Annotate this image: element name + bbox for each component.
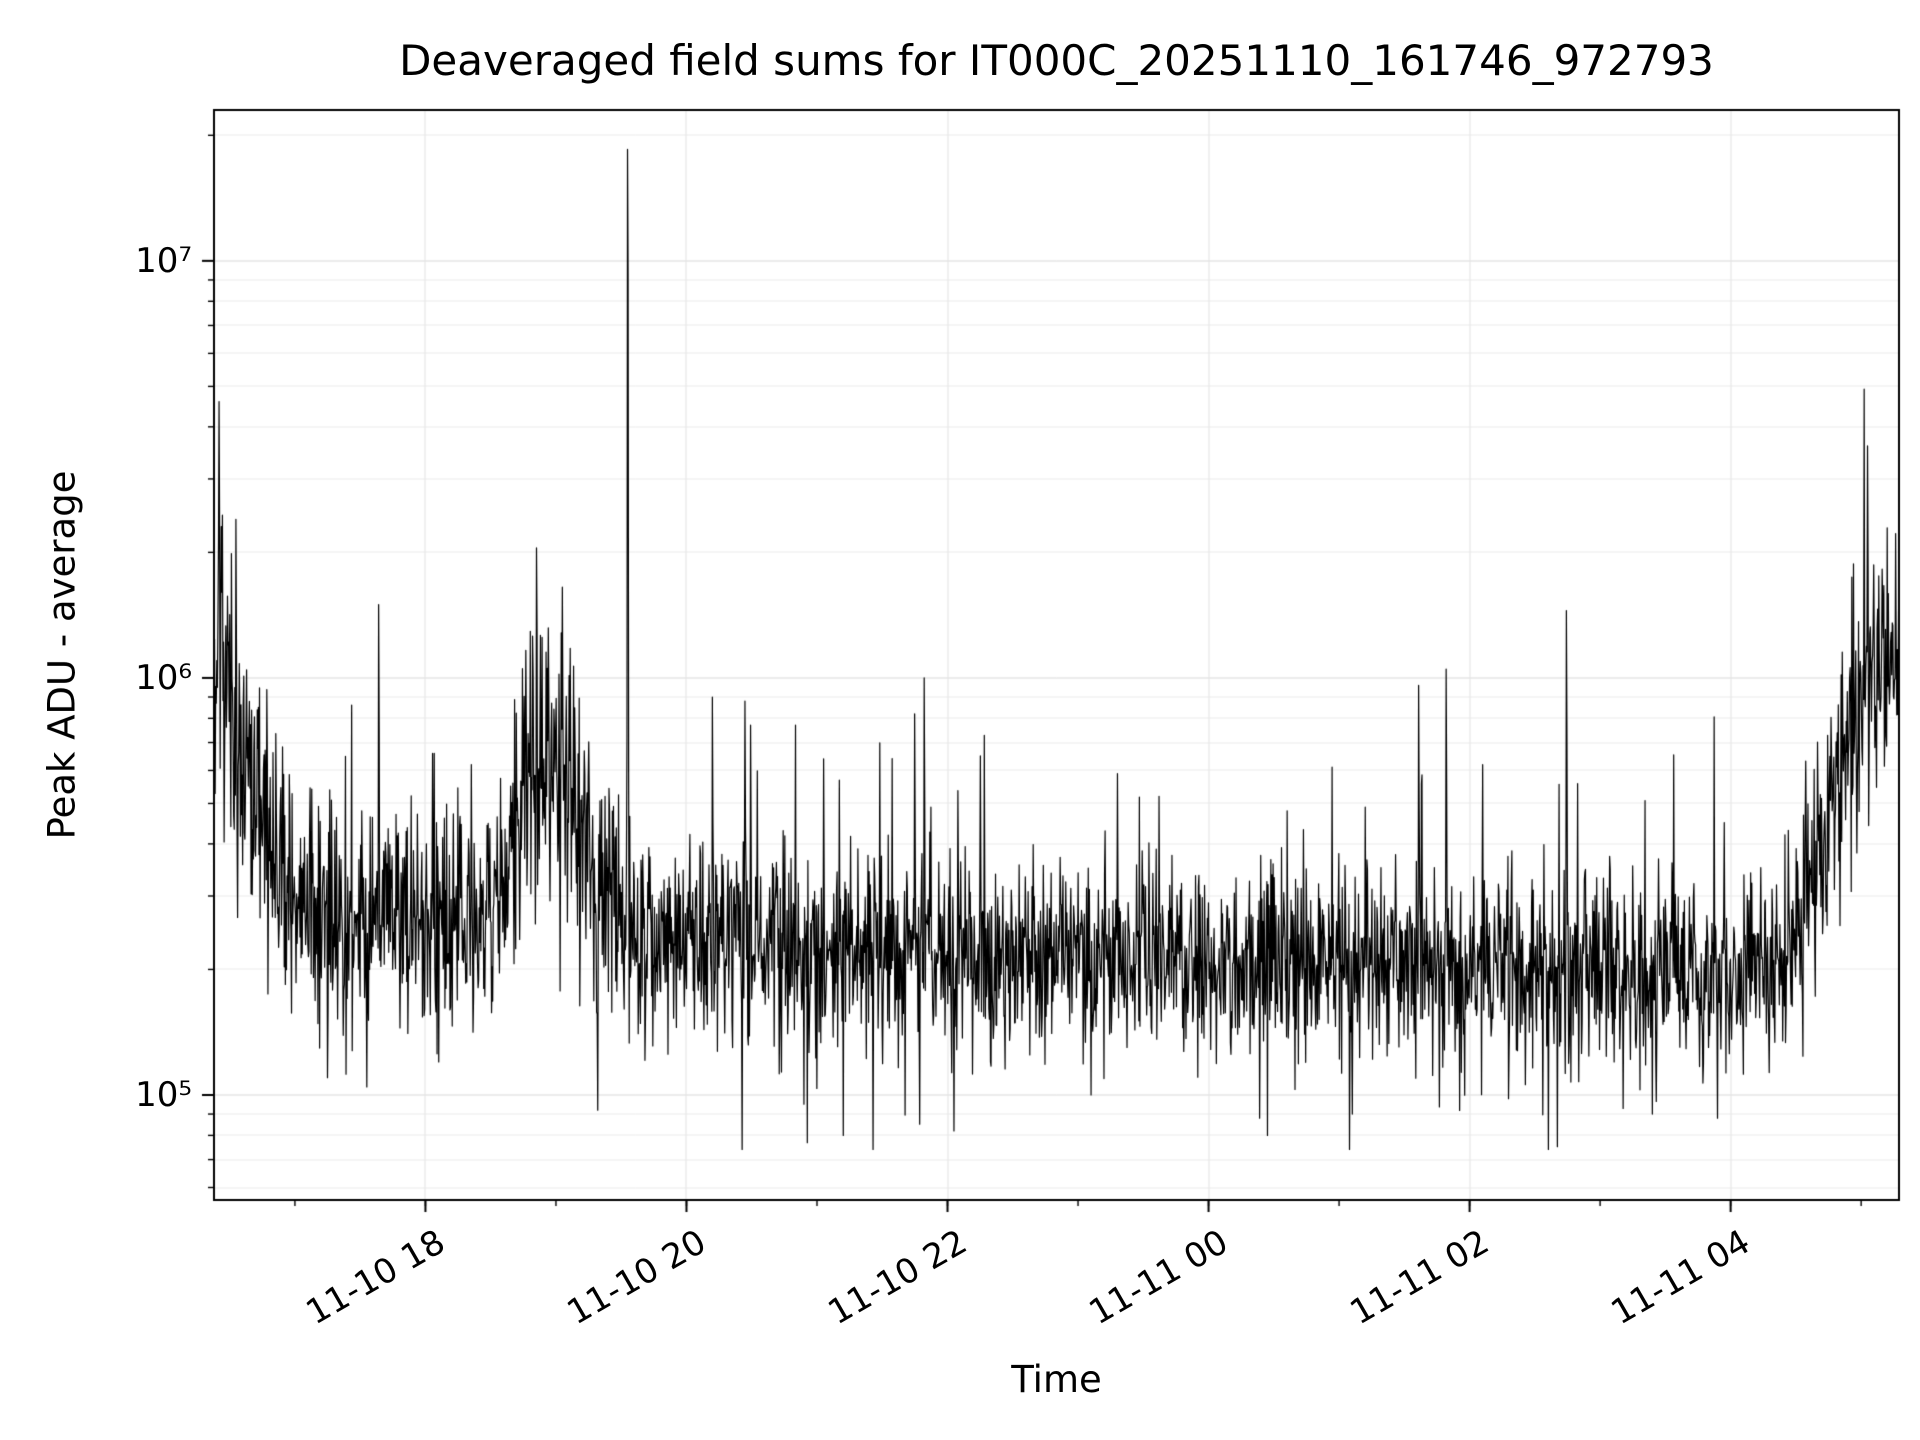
y-tick-label: 10⁷ [135,240,192,281]
y-tick-label: 10⁵ [135,1074,192,1115]
y-axis-label: Peak ADU - average [40,470,84,840]
chart-title: Deaveraged field sums for IT000C_2025111… [399,36,1714,85]
y-tick-label: 10⁶ [135,657,192,698]
x-axis-label: Time [1011,1358,1102,1401]
